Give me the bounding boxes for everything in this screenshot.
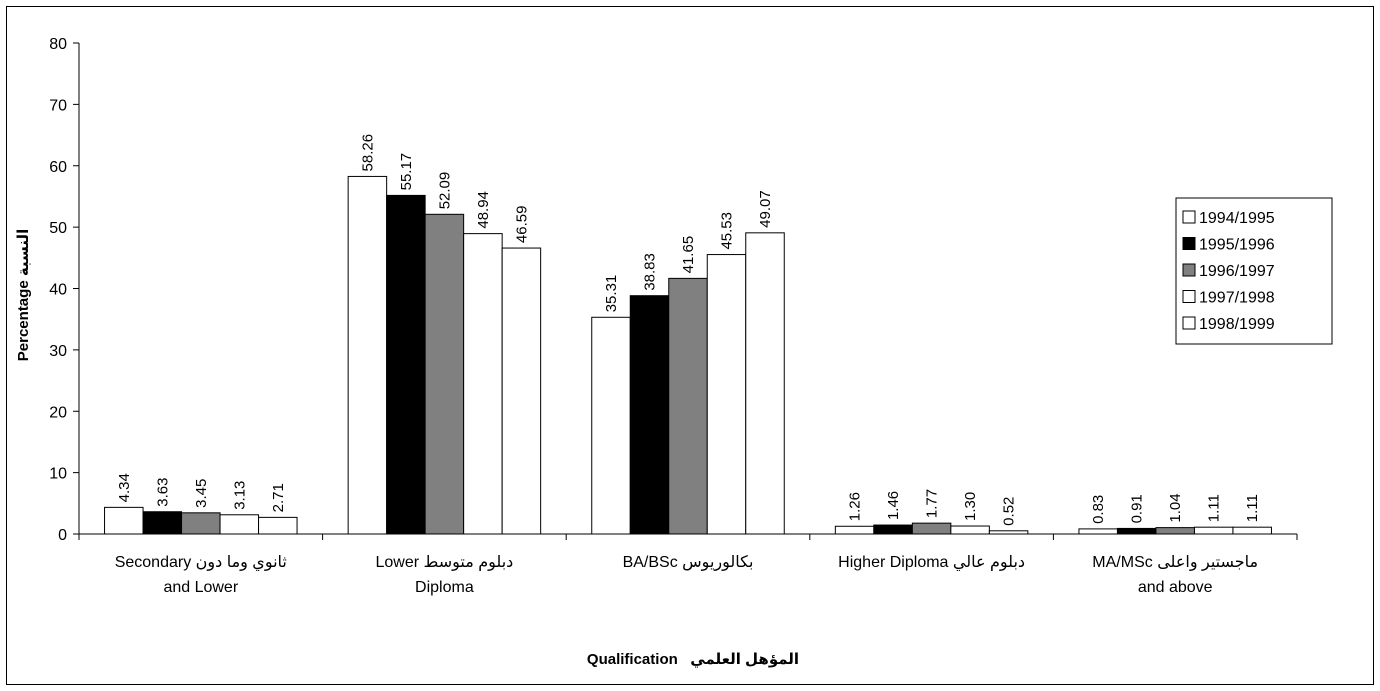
bar-1998-1999-1: [501, 247, 542, 535]
bar-1998-1999-4: [1232, 526, 1272, 535]
y-tick-label: 20: [49, 404, 67, 421]
bar-1994-1995-4: [1078, 528, 1118, 535]
bar-1995-1996-4: [1116, 527, 1157, 535]
legend-swatch: [1182, 316, 1196, 330]
bar-1998-1999-3: [988, 530, 1029, 535]
data-label: 55.17: [398, 153, 415, 191]
data-label: 58.26: [359, 134, 376, 172]
data-labels: 4.34 3.63 3.45 3.13 2.71 58.26 55.17 52.09 48.94…: [116, 134, 1261, 526]
bar-1997-1998-4: [1193, 526, 1234, 535]
legend-box: [1175, 197, 1333, 345]
data-label: 1.11: [1206, 494, 1223, 522]
data-label: 1.04: [1167, 493, 1184, 522]
legend-swatch: [1182, 210, 1196, 224]
data-label: 35.31: [603, 275, 620, 313]
x-category-label: Diploma: [415, 579, 474, 596]
x-axis-title: Qualification المؤهل العلمي: [587, 651, 799, 668]
y-tick-label: 10: [49, 466, 67, 483]
bar-1997-1998-3: [950, 525, 990, 535]
bar-1995-1996-0: [142, 511, 183, 535]
data-label: 3.13: [231, 481, 248, 510]
x-category-label: Secondary ثانوي وما دون: [115, 554, 287, 572]
x-category-labels: Secondary ثانوي وما دون and Lower Lower دب…: [115, 554, 1258, 596]
bar-1998-1999-2: [745, 232, 785, 535]
y-tick-label: 50: [49, 220, 67, 237]
data-label: 48.94: [475, 191, 492, 229]
data-label: 2.71: [270, 483, 287, 512]
x-category-label: and Lower: [163, 579, 238, 596]
legend-swatch: [1182, 263, 1196, 277]
legend-label: 1995/1996: [1199, 237, 1275, 254]
bar-1996-1997-2: [668, 277, 708, 535]
bar-1997-1998-0: [219, 514, 260, 535]
legend-label: 1994/1995: [1199, 210, 1275, 227]
data-label: 1.77: [924, 489, 941, 518]
y-tick-label: 70: [49, 97, 67, 114]
bar-1995-1996-3: [873, 524, 913, 535]
chart-frame: [6, 6, 1374, 685]
data-label: 0.83: [1090, 495, 1107, 524]
bar-1996-1997-4: [1155, 527, 1195, 535]
legend: 1994/1995 1995/1996 1996/1997 1997/1998 1998…: [1175, 197, 1333, 345]
bar-1994-1995-3: [834, 525, 875, 535]
data-label: 1.46: [885, 491, 902, 520]
bar-1996-1997-1: [424, 213, 465, 535]
data-label: 49.07: [757, 190, 774, 228]
data-label: 38.83: [642, 253, 659, 291]
data-label: 0.52: [1001, 497, 1018, 526]
data-label: 46.59: [513, 206, 530, 244]
x-category-label: and above: [1138, 579, 1213, 596]
data-label: 52.09: [436, 172, 453, 210]
data-label: 41.65: [680, 236, 697, 274]
x-axis: [78, 533, 1298, 540]
data-label: 4.34: [116, 473, 133, 502]
y-axis: 0 10 20 30 40 50 60 70 80: [49, 36, 80, 544]
bars: [104, 175, 1272, 535]
y-tick-label: 80: [49, 36, 67, 53]
data-label: 45.53: [719, 212, 736, 250]
bar-1995-1996-1: [386, 194, 426, 535]
data-label: 0.91: [1129, 494, 1146, 523]
bar-1998-1999-0: [258, 516, 298, 535]
bar-1997-1998-1: [463, 233, 503, 535]
data-label: 1.26: [847, 492, 864, 521]
bar-1994-1995-1: [347, 175, 388, 535]
bar-1997-1998-2: [706, 254, 747, 535]
y-tick-label: 0: [58, 527, 67, 544]
x-category-label: BA/BSc بكالوريوس: [623, 554, 754, 572]
bar-1994-1995-2: [591, 316, 631, 535]
legend-swatch: [1182, 290, 1196, 303]
x-category-label: Higher Diploma دبلوم عالي: [838, 554, 1025, 572]
bar-1996-1997-3: [911, 522, 952, 535]
data-label: 3.45: [193, 479, 210, 508]
y-tick-label: 60: [49, 159, 67, 176]
x-category-label: Lower دبلوم متوسط: [376, 554, 514, 572]
legend-label: 1997/1998: [1199, 290, 1275, 307]
legend-label: 1998/1999: [1199, 316, 1275, 333]
data-label: 1.30: [962, 492, 979, 521]
legend-swatch: [1182, 237, 1196, 250]
bar-1995-1996-2: [629, 295, 670, 535]
y-tick-label: 40: [49, 282, 67, 299]
y-tick-label: 30: [49, 343, 67, 360]
y-axis-title: Percentage النسبة: [15, 229, 32, 361]
x-category-label: MA/MSc ماجستير واعلى: [1092, 554, 1258, 572]
bar-1996-1997-0: [181, 512, 221, 535]
legend-label: 1996/1997: [1199, 263, 1275, 280]
bar-1994-1995-0: [104, 506, 144, 535]
data-label: 1.11: [1244, 494, 1261, 522]
data-label: 3.63: [154, 478, 171, 507]
